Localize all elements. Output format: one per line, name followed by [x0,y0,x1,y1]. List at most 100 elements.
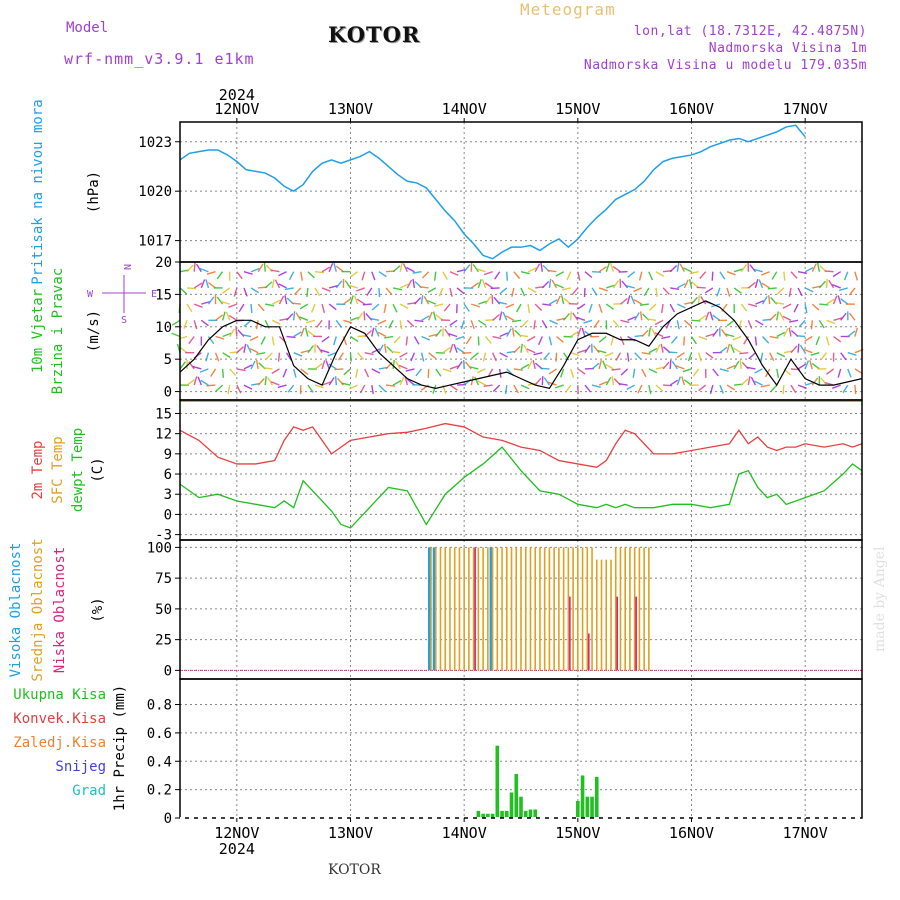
wind-barb [513,345,521,354]
wind-barb [606,284,616,289]
wind-barb [420,352,425,362]
wind-barb [307,330,316,338]
wind-barb [679,263,686,273]
wind-barb [205,279,210,289]
wind-barb [294,287,302,295]
wind-barb [572,312,579,321]
wind-barb [604,352,614,357]
precip-bar [519,796,523,818]
wind-barb [435,329,442,337]
wind-barb [788,327,792,337]
elevation-info: Nadmorska Visina 1m [708,41,867,56]
wind-barb [432,384,437,394]
wind-barb [746,366,756,370]
wind-barb [820,352,828,361]
wind-barb [676,320,680,330]
wind-barb [186,303,193,313]
wind-barb [690,336,697,345]
wind-barb [634,352,642,360]
wind-barb [634,312,640,321]
wind-barb [819,303,829,306]
wind-barb [697,352,702,362]
wind-barb [662,287,670,295]
wind-barb [282,368,288,378]
wind-barb [720,328,728,337]
precip-bar [486,813,490,818]
wind-barb [449,365,459,370]
wind-barb [760,352,764,362]
wind-barb [577,327,582,337]
wind-barb [725,333,735,338]
legend-hail: Grad [72,783,106,799]
wind-barb [293,331,302,338]
wind-barb [463,264,471,273]
wind-barb [321,360,326,370]
wind-barb [676,283,686,289]
wind-barb [255,359,259,370]
wind-barb [770,384,778,393]
wind-barb [577,368,586,375]
wind-barb [284,287,294,291]
wind-barb [264,376,267,386]
x-label-bottom: 15NOV [555,824,600,842]
wind-barb [183,320,188,329]
wind-barb [478,300,488,305]
wind-barb [464,361,472,370]
wind-barb [186,264,194,273]
wind-barb [263,262,266,272]
wind-barb [513,368,523,371]
wind-barb [341,382,351,386]
wind-barb [328,363,337,370]
wind-barb [520,287,526,297]
wind-barb [700,296,707,305]
wind-barb [532,359,536,370]
wind-barb [342,298,352,305]
wind-barb [364,352,374,356]
wind-barb [520,384,530,390]
wind-barb [797,384,807,389]
wind-barb [549,319,558,325]
legend-convective-rain: Konvek.Kisa [13,711,106,727]
wind-barb [748,352,756,360]
wind-barb [648,384,652,395]
wind-barb [350,335,359,342]
wind-barb [349,384,358,390]
wind-barb [526,335,536,342]
wind-barb [726,287,731,297]
wind-barb [399,283,409,289]
wind-barb [761,271,770,276]
wind-barb [378,287,381,297]
wind-barb [833,317,843,321]
wind-barb [761,296,768,305]
wind-barb [754,336,758,346]
wind-barb [320,349,330,354]
wind-barb [543,352,550,361]
wind-barb [243,384,253,390]
wind-barb [477,319,487,326]
wind-barb [393,336,401,344]
wind-barb [548,368,557,375]
wind-barb [598,380,608,386]
wind-barb [610,336,615,346]
wind-barb [410,352,416,362]
wind-barb [779,311,785,321]
wind-barb [832,295,838,305]
wind-barb [371,303,380,311]
wind-barb [374,328,380,337]
wind-barb [221,368,225,378]
wind-barb [848,312,856,321]
wind-barb [698,314,707,321]
wind-barb [740,378,749,386]
wind-barb [749,264,756,273]
wind-barb [371,348,381,354]
wind-barb [521,319,529,328]
wind-barb [683,319,692,327]
wind-barb [633,299,643,305]
wind-barb [782,315,792,321]
wind-barb [414,319,424,323]
wind-barb [332,336,337,346]
wind-barb [201,300,211,305]
wind-barb [456,361,463,370]
wind-barb [306,287,309,297]
year-bottom: 2024 [219,840,255,858]
